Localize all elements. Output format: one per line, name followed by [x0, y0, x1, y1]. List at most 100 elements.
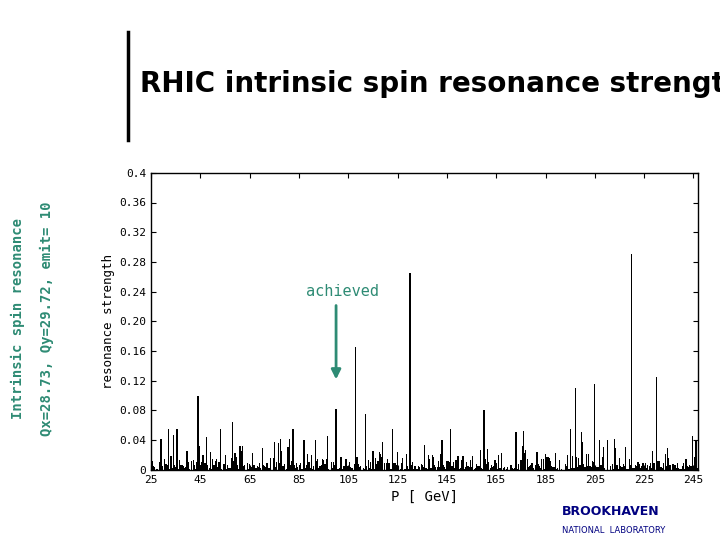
- Bar: [621, 467, 623, 470]
- Bar: [598, 468, 599, 470]
- Bar: [530, 465, 531, 470]
- Bar: [436, 467, 438, 470]
- Bar: [539, 466, 540, 470]
- Bar: [625, 447, 626, 470]
- Bar: [568, 469, 570, 470]
- Bar: [440, 454, 441, 470]
- Bar: [600, 465, 602, 470]
- Bar: [444, 467, 445, 470]
- Bar: [682, 465, 683, 470]
- Bar: [184, 468, 185, 470]
- Bar: [264, 465, 265, 470]
- Bar: [412, 462, 413, 470]
- Bar: [614, 438, 615, 470]
- Bar: [628, 469, 629, 470]
- Bar: [206, 437, 207, 470]
- Bar: [348, 468, 349, 470]
- Bar: [490, 468, 491, 470]
- Bar: [556, 469, 557, 470]
- Bar: [647, 464, 649, 470]
- Bar: [554, 467, 555, 470]
- Bar: [363, 468, 364, 470]
- Bar: [197, 395, 199, 470]
- Bar: [649, 463, 651, 470]
- Bar: [692, 436, 693, 470]
- Bar: [455, 460, 456, 470]
- Bar: [571, 468, 572, 470]
- Bar: [318, 468, 320, 470]
- Bar: [497, 469, 498, 470]
- Bar: [237, 465, 238, 470]
- Bar: [232, 422, 233, 470]
- Bar: [545, 454, 546, 470]
- Bar: [381, 457, 382, 470]
- Bar: [434, 465, 436, 470]
- Bar: [541, 458, 542, 470]
- Bar: [685, 459, 687, 470]
- Bar: [581, 432, 582, 470]
- Bar: [276, 462, 277, 470]
- Bar: [256, 466, 258, 470]
- Bar: [175, 467, 176, 470]
- Bar: [498, 455, 500, 470]
- Bar: [555, 453, 556, 470]
- Bar: [651, 468, 652, 470]
- Bar: [672, 464, 673, 470]
- Bar: [645, 463, 646, 470]
- Bar: [594, 384, 595, 470]
- Bar: [279, 463, 280, 470]
- Bar: [200, 465, 201, 470]
- Bar: [299, 465, 300, 470]
- Bar: [259, 463, 260, 470]
- Bar: [306, 465, 307, 470]
- Bar: [544, 469, 545, 470]
- Bar: [445, 469, 446, 470]
- Bar: [215, 462, 216, 470]
- Bar: [290, 465, 291, 470]
- Bar: [465, 468, 466, 470]
- Bar: [550, 461, 551, 470]
- Bar: [280, 439, 282, 470]
- Bar: [602, 457, 603, 470]
- Bar: [486, 464, 487, 470]
- Bar: [661, 467, 662, 470]
- Bar: [517, 469, 518, 470]
- Bar: [667, 448, 668, 470]
- Bar: [270, 458, 271, 470]
- Bar: [402, 458, 403, 470]
- Bar: [485, 459, 486, 470]
- Bar: [656, 377, 657, 470]
- Bar: [341, 469, 343, 470]
- Bar: [204, 463, 206, 470]
- Bar: [482, 469, 483, 470]
- Bar: [161, 438, 162, 470]
- Bar: [657, 461, 658, 470]
- Bar: [423, 467, 424, 470]
- Bar: [652, 451, 653, 470]
- Bar: [199, 446, 200, 470]
- Bar: [632, 468, 634, 470]
- Bar: [546, 457, 547, 470]
- Bar: [660, 467, 661, 470]
- Bar: [688, 467, 689, 470]
- Bar: [441, 440, 443, 470]
- Bar: [211, 469, 212, 470]
- Bar: [570, 429, 571, 470]
- Bar: [327, 436, 328, 470]
- Bar: [292, 429, 294, 470]
- Bar: [339, 468, 341, 470]
- Bar: [552, 468, 554, 470]
- Bar: [636, 467, 637, 470]
- Bar: [312, 469, 313, 470]
- Bar: [694, 457, 696, 470]
- Bar: [590, 467, 592, 470]
- Bar: [330, 462, 332, 470]
- Bar: [429, 459, 431, 470]
- Text: BROOKHAVEN: BROOKHAVEN: [562, 505, 660, 518]
- Bar: [607, 440, 608, 470]
- Bar: [305, 468, 306, 470]
- Bar: [492, 467, 493, 470]
- Bar: [287, 447, 289, 470]
- Bar: [426, 468, 427, 470]
- Bar: [415, 469, 417, 470]
